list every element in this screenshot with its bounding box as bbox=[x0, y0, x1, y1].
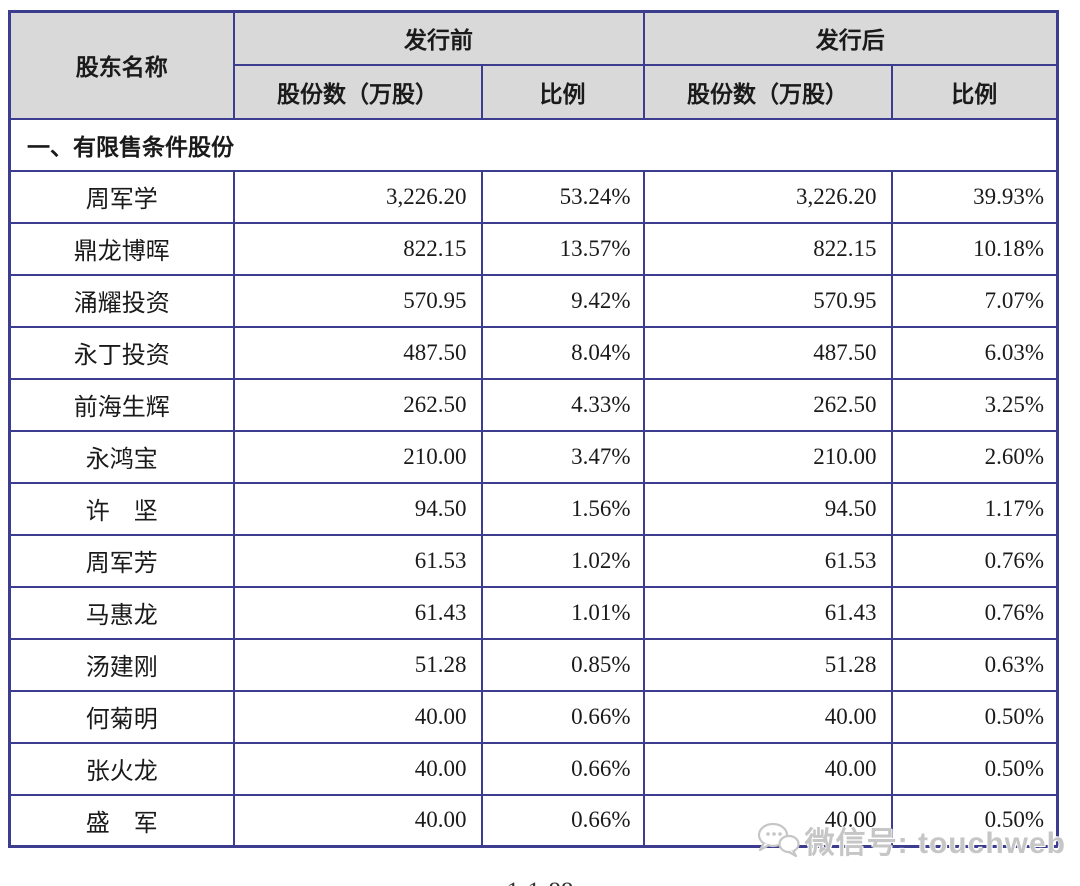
after-shares: 262.50 bbox=[642, 377, 893, 432]
table-row: 马惠龙 61.43 1.01% 61.43 0.76% bbox=[8, 585, 1059, 640]
table-row: 许 坚 94.50 1.56% 94.50 1.17% bbox=[8, 481, 1059, 536]
before-shares: 40.00 bbox=[232, 689, 483, 744]
shareholder-name: 涌耀投资 bbox=[8, 273, 235, 328]
header-after-shares: 股份数（万股） bbox=[642, 63, 893, 120]
shareholder-name: 许 坚 bbox=[8, 481, 235, 536]
shareholder-name: 周军芳 bbox=[8, 533, 235, 588]
shareholder-name: 汤建刚 bbox=[8, 637, 235, 692]
before-shares: 570.95 bbox=[232, 273, 483, 328]
header-before-shares: 股份数（万股） bbox=[232, 63, 483, 120]
before-ratio: 8.04% bbox=[480, 325, 645, 380]
after-shares: 61.53 bbox=[642, 533, 893, 588]
after-ratio: 0.63% bbox=[890, 637, 1059, 692]
after-shares: 822.15 bbox=[642, 221, 893, 276]
after-ratio: 10.18% bbox=[890, 221, 1059, 276]
after-shares: 94.50 bbox=[642, 481, 893, 536]
section-row: 一、有限售条件股份 bbox=[8, 117, 1059, 172]
header-before-issuance: 发行前 bbox=[232, 10, 645, 66]
shareholder-name: 张火龙 bbox=[8, 741, 235, 796]
shareholder-name: 永鸿宝 bbox=[8, 429, 235, 484]
after-ratio: 7.07% bbox=[890, 273, 1059, 328]
shareholder-name: 何菊明 bbox=[8, 689, 235, 744]
before-shares: 51.28 bbox=[232, 637, 483, 692]
before-ratio: 0.66% bbox=[480, 793, 645, 848]
table-row: 汤建刚 51.28 0.85% 51.28 0.63% bbox=[8, 637, 1059, 692]
header-after-ratio: 比例 bbox=[890, 63, 1059, 120]
before-ratio: 13.57% bbox=[480, 221, 645, 276]
before-shares: 40.00 bbox=[232, 741, 483, 796]
after-ratio: 1.17% bbox=[890, 481, 1059, 536]
shareholder-name: 永丁投资 bbox=[8, 325, 235, 380]
before-ratio: 4.33% bbox=[480, 377, 645, 432]
before-ratio: 1.02% bbox=[480, 533, 645, 588]
after-ratio: 0.50% bbox=[890, 741, 1059, 796]
shareholder-name: 盛 军 bbox=[8, 793, 235, 848]
after-ratio: 0.50% bbox=[890, 793, 1059, 848]
table-row: 张火龙 40.00 0.66% 40.00 0.50% bbox=[8, 741, 1059, 796]
table-row: 前海生辉 262.50 4.33% 262.50 3.25% bbox=[8, 377, 1059, 432]
after-ratio: 39.93% bbox=[890, 169, 1059, 224]
before-ratio: 0.66% bbox=[480, 689, 645, 744]
after-ratio: 2.60% bbox=[890, 429, 1059, 484]
before-shares: 61.53 bbox=[232, 533, 483, 588]
before-shares: 210.00 bbox=[232, 429, 483, 484]
after-ratio: 3.25% bbox=[890, 377, 1059, 432]
after-ratio: 6.03% bbox=[890, 325, 1059, 380]
header-after-issuance: 发行后 bbox=[642, 10, 1059, 66]
after-shares: 487.50 bbox=[642, 325, 893, 380]
after-shares: 3,226.20 bbox=[642, 169, 893, 224]
header-row-subcolumns: 股份数（万股） 比例 股份数（万股） 比例 bbox=[10, 63, 1059, 120]
before-ratio: 1.56% bbox=[480, 481, 645, 536]
table-row: 永鸿宝 210.00 3.47% 210.00 2.60% bbox=[8, 429, 1059, 484]
shareholding-table: 股东名称 发行前 发行后 股份数（万股） 比例 股份数（万股） 比例 一、有限售… bbox=[8, 10, 1059, 848]
before-ratio: 0.66% bbox=[480, 741, 645, 796]
after-ratio: 0.76% bbox=[890, 585, 1059, 640]
page-number-fragment: 1-1-88 bbox=[507, 878, 574, 886]
before-shares: 3,226.20 bbox=[232, 169, 483, 224]
before-shares: 262.50 bbox=[232, 377, 483, 432]
before-ratio: 1.01% bbox=[480, 585, 645, 640]
shareholder-name: 鼎龙博晖 bbox=[8, 221, 235, 276]
header-before-ratio: 比例 bbox=[480, 63, 645, 120]
after-shares: 61.43 bbox=[642, 585, 893, 640]
before-ratio: 3.47% bbox=[480, 429, 645, 484]
after-shares: 40.00 bbox=[642, 793, 893, 848]
before-shares: 487.50 bbox=[232, 325, 483, 380]
table-row: 永丁投资 487.50 8.04% 487.50 6.03% bbox=[8, 325, 1059, 380]
after-shares: 51.28 bbox=[642, 637, 893, 692]
before-shares: 40.00 bbox=[232, 793, 483, 848]
before-ratio: 53.24% bbox=[480, 169, 645, 224]
table-row: 盛 军 40.00 0.66% 40.00 0.50% bbox=[8, 793, 1059, 848]
after-ratio: 0.50% bbox=[890, 689, 1059, 744]
table-row: 何菊明 40.00 0.66% 40.00 0.50% bbox=[8, 689, 1059, 744]
after-shares: 210.00 bbox=[642, 429, 893, 484]
before-shares: 61.43 bbox=[232, 585, 483, 640]
table-row: 周军芳 61.53 1.02% 61.53 0.76% bbox=[8, 533, 1059, 588]
header-row-groups: 股东名称 发行前 发行后 bbox=[8, 10, 1059, 120]
before-ratio: 9.42% bbox=[480, 273, 645, 328]
header-shareholder-name: 股东名称 bbox=[8, 10, 235, 120]
before-shares: 822.15 bbox=[232, 221, 483, 276]
after-shares: 40.00 bbox=[642, 741, 893, 796]
before-ratio: 0.85% bbox=[480, 637, 645, 692]
shareholder-name: 前海生辉 bbox=[8, 377, 235, 432]
table-row: 鼎龙博晖 822.15 13.57% 822.15 10.18% bbox=[8, 221, 1059, 276]
shareholder-name: 马惠龙 bbox=[8, 585, 235, 640]
before-shares: 94.50 bbox=[232, 481, 483, 536]
shareholder-name: 周军学 bbox=[8, 169, 235, 224]
table-row: 涌耀投资 570.95 9.42% 570.95 7.07% bbox=[8, 273, 1059, 328]
after-shares: 40.00 bbox=[642, 689, 893, 744]
table-row: 周军学 3,226.20 53.24% 3,226.20 39.93% bbox=[8, 169, 1059, 224]
section-title: 一、有限售条件股份 bbox=[8, 117, 1059, 172]
after-ratio: 0.76% bbox=[890, 533, 1059, 588]
after-shares: 570.95 bbox=[642, 273, 893, 328]
